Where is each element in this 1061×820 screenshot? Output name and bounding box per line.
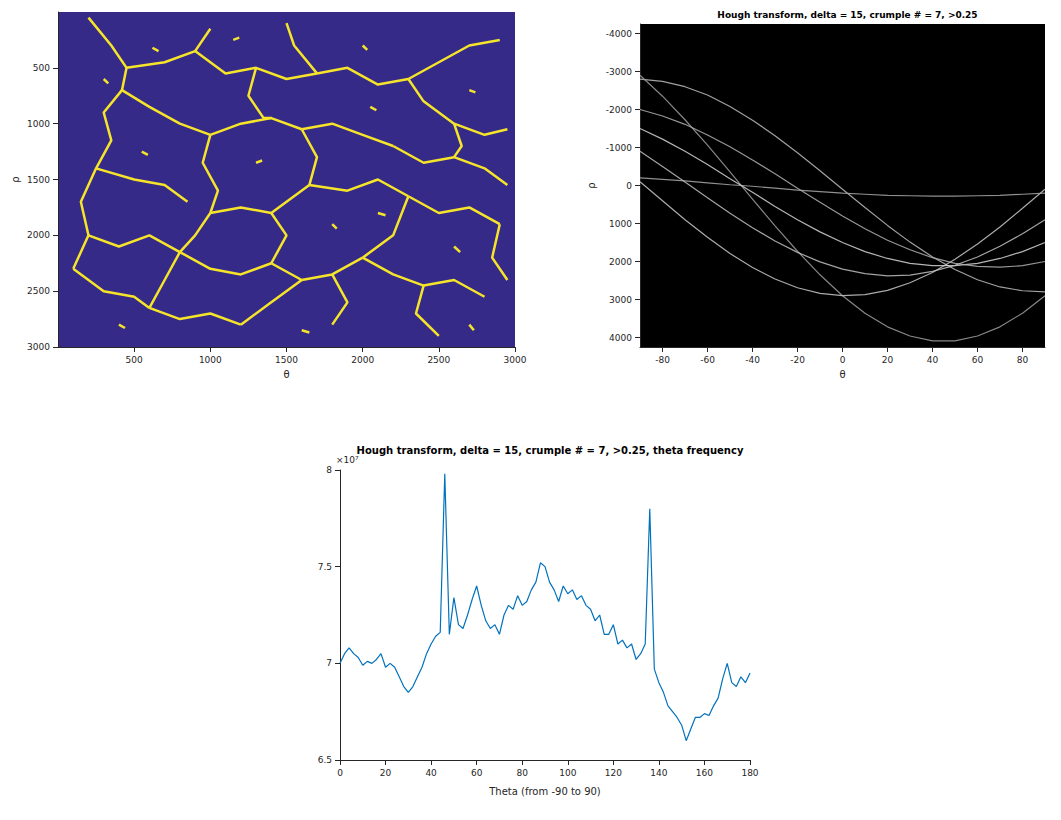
svg-text:θ: θ bbox=[283, 369, 289, 380]
svg-text:ρ: ρ bbox=[586, 182, 597, 188]
svg-text:3000: 3000 bbox=[609, 295, 632, 305]
svg-text:3000: 3000 bbox=[504, 355, 527, 365]
svg-text:-20: -20 bbox=[790, 355, 805, 365]
svg-text:0: 0 bbox=[337, 768, 343, 778]
svg-text:1000: 1000 bbox=[27, 119, 50, 129]
svg-text:θ: θ bbox=[839, 369, 845, 380]
svg-text:-4000: -4000 bbox=[606, 29, 632, 39]
svg-text:8: 8 bbox=[326, 465, 332, 475]
svg-text:160: 160 bbox=[696, 768, 713, 778]
svg-text:6.5: 6.5 bbox=[318, 755, 332, 765]
svg-text:-80: -80 bbox=[655, 355, 670, 365]
svg-text:-2000: -2000 bbox=[606, 105, 632, 115]
svg-text:60: 60 bbox=[972, 355, 984, 365]
svg-text:20: 20 bbox=[380, 768, 392, 778]
svg-text:1000: 1000 bbox=[609, 219, 632, 229]
svg-text:2500: 2500 bbox=[427, 355, 450, 365]
svg-text:4000: 4000 bbox=[609, 333, 632, 343]
svg-text:120: 120 bbox=[605, 768, 622, 778]
svg-text:Hough transform, delta = 15, c: Hough transform, delta = 15, crumple # =… bbox=[357, 445, 744, 456]
svg-text:×10⁷: ×10⁷ bbox=[336, 455, 359, 465]
svg-text:0: 0 bbox=[626, 181, 632, 191]
svg-text:500: 500 bbox=[33, 63, 50, 73]
svg-text:ρ: ρ bbox=[10, 176, 21, 182]
svg-text:-3000: -3000 bbox=[606, 67, 632, 77]
svg-text:500: 500 bbox=[126, 355, 143, 365]
svg-text:-40: -40 bbox=[745, 355, 760, 365]
svg-text:80: 80 bbox=[1017, 355, 1029, 365]
svg-text:7: 7 bbox=[326, 658, 332, 668]
svg-text:1500: 1500 bbox=[275, 355, 298, 365]
svg-text:60: 60 bbox=[471, 768, 483, 778]
svg-text:20: 20 bbox=[882, 355, 894, 365]
svg-text:40: 40 bbox=[927, 355, 939, 365]
svg-text:40: 40 bbox=[425, 768, 437, 778]
svg-text:1000: 1000 bbox=[199, 355, 222, 365]
svg-text:180: 180 bbox=[741, 768, 758, 778]
svg-text:3000: 3000 bbox=[27, 342, 50, 352]
svg-text:2500: 2500 bbox=[27, 286, 50, 296]
svg-text:-1000: -1000 bbox=[606, 143, 632, 153]
svg-text:2000: 2000 bbox=[27, 230, 50, 240]
svg-text:7.5: 7.5 bbox=[318, 562, 332, 572]
svg-text:80: 80 bbox=[516, 768, 528, 778]
svg-text:-60: -60 bbox=[700, 355, 715, 365]
svg-text:2000: 2000 bbox=[351, 355, 374, 365]
svg-text:1500: 1500 bbox=[27, 175, 50, 185]
svg-text:0: 0 bbox=[840, 355, 846, 365]
svg-text:Theta (from -90 to 90): Theta (from -90 to 90) bbox=[488, 786, 601, 797]
svg-text:140: 140 bbox=[650, 768, 667, 778]
svg-text:2000: 2000 bbox=[609, 257, 632, 267]
svg-text:100: 100 bbox=[559, 768, 576, 778]
svg-text:Hough transform, delta = 15, c: Hough transform, delta = 15, crumple # =… bbox=[717, 10, 977, 20]
